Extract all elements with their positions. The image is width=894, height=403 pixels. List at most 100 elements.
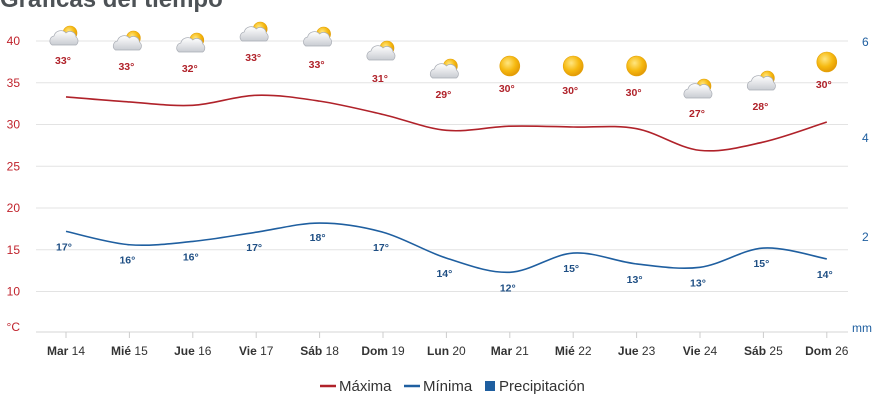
cloud-shape xyxy=(366,45,396,61)
sun-cloud-icon xyxy=(239,21,269,42)
data-label-maxima: 30° xyxy=(626,87,642,99)
x-tick-label: Vie 17 xyxy=(239,344,274,358)
series-lines xyxy=(65,94,828,274)
y-tick-left: 25 xyxy=(7,159,21,173)
y-tick-left: 30 xyxy=(7,118,21,132)
x-tick-date: 22 xyxy=(575,344,592,358)
x-tick-label: Vie 24 xyxy=(683,344,718,358)
data-label-minima: 17° xyxy=(56,241,72,253)
y-axis-left: 10 15 20 25 30 35 40 °C xyxy=(7,34,21,334)
data-label-maxima: 33° xyxy=(245,52,261,64)
x-tick-date: 15 xyxy=(131,344,148,358)
data-label-maxima: 31° xyxy=(372,73,388,85)
x-tick-date: 25 xyxy=(766,344,783,358)
sun-cloud-icon xyxy=(683,78,713,99)
legend-minima[interactable]: Mínima xyxy=(404,378,473,395)
sun-shape xyxy=(562,55,584,77)
y-tick-left: 10 xyxy=(7,285,21,299)
y-axis-left-unit: °C xyxy=(7,320,21,334)
sun-cloud-icon xyxy=(49,25,79,46)
x-tick-day: Vie xyxy=(239,344,257,358)
data-labels: 17° 16° 16° 17° 18° 17° 14° 12° 15° 13° 13° 15° 14° 3… xyxy=(55,52,833,294)
data-label-minima: 16° xyxy=(119,255,135,267)
cloud-shape xyxy=(239,26,269,42)
x-tick-label: Dom 19 xyxy=(361,344,405,358)
x-tick-label: Lun 20 xyxy=(427,344,466,358)
data-label-maxima: 33° xyxy=(118,61,134,73)
data-label-maxima: 30° xyxy=(562,85,578,97)
cloud-shape xyxy=(49,30,79,46)
data-label-minima: 12° xyxy=(500,282,516,294)
y-axis-right-unit: mm xyxy=(852,321,872,335)
x-tick-label: Mié 22 xyxy=(555,344,592,358)
sun-cloud-icon xyxy=(112,30,142,51)
data-label-minima: 15° xyxy=(753,258,769,270)
y-tick-right: 4 xyxy=(862,131,869,145)
sun-shape xyxy=(626,55,647,77)
x-tick-date: 20 xyxy=(449,344,466,358)
weather-icons xyxy=(49,21,838,99)
sun-shape xyxy=(816,51,838,73)
sun-icon xyxy=(626,55,647,77)
x-tick-date: 23 xyxy=(639,344,656,358)
x-tick-label: Mié 15 xyxy=(111,344,148,358)
x-tick-day: Jue xyxy=(174,344,195,358)
cloud-shape xyxy=(683,83,713,99)
sun-icon xyxy=(499,55,521,77)
sun-icon xyxy=(816,51,838,73)
x-tick-day: Mié xyxy=(555,344,575,358)
x-tick-label: Sáb 25 xyxy=(744,344,783,358)
data-label-minima: 16° xyxy=(183,251,199,263)
series-line-maxima xyxy=(65,94,828,152)
legend-label: Máxima xyxy=(339,378,392,395)
y-tick-left: 40 xyxy=(7,34,21,48)
x-tick-day: Mié xyxy=(111,344,131,358)
x-tick-day: Dom xyxy=(361,344,388,358)
x-axis: Mar 14 Mié 15 Jue 16 Vie 17 Sáb 18 Dom 19 Lun … xyxy=(47,332,849,358)
series-line-minima xyxy=(65,222,827,274)
data-label-minima: 13° xyxy=(627,274,643,286)
data-label-maxima: 27° xyxy=(689,108,705,120)
legend-label: Mínima xyxy=(423,378,473,395)
legend-maxima[interactable]: Máxima xyxy=(320,378,392,395)
data-label-minima: 18° xyxy=(310,232,326,244)
legend-label: Precipitación xyxy=(499,378,585,395)
x-tick-label: Sáb 18 xyxy=(300,344,339,358)
x-tick-day: Sáb xyxy=(744,344,766,358)
sun-cloud-icon xyxy=(429,58,459,79)
x-tick-day: Vie xyxy=(683,344,701,358)
cloud-shape xyxy=(303,31,332,47)
sun-cloud-icon xyxy=(303,26,332,47)
legend-precipitacion[interactable]: Precipitación xyxy=(485,378,585,395)
data-label-maxima: 30° xyxy=(816,79,832,91)
cloud-shape xyxy=(746,75,776,91)
x-tick-label: Mar 21 xyxy=(491,344,529,358)
data-label-maxima: 32° xyxy=(182,63,198,75)
x-tick-date: 26 xyxy=(832,344,849,358)
y-axis-right: 2 4 6 mm xyxy=(852,35,872,335)
sun-cloud-icon xyxy=(176,32,206,53)
cloud-shape xyxy=(112,35,142,51)
data-label-minima: 13° xyxy=(690,277,706,289)
x-tick-day: Sáb xyxy=(300,344,322,358)
y-tick-left: 35 xyxy=(7,76,21,90)
x-tick-label: Dom 26 xyxy=(805,344,849,358)
y-tick-left: 15 xyxy=(7,243,21,257)
data-label-maxima: 33° xyxy=(55,55,71,67)
data-label-maxima: 30° xyxy=(499,83,515,95)
x-tick-date: 24 xyxy=(701,344,718,358)
legend: Máxima Mínima Precipitación xyxy=(320,378,585,395)
x-tick-date: 21 xyxy=(512,344,529,358)
x-tick-date: 17 xyxy=(257,344,274,358)
data-label-minima: 15° xyxy=(563,263,579,275)
sun-cloud-icon xyxy=(366,40,396,61)
data-label-minima: 17° xyxy=(246,242,262,254)
cloud-shape xyxy=(429,63,459,79)
x-tick-label: Mar 14 xyxy=(47,344,85,358)
x-tick-day: Mar xyxy=(491,344,513,358)
data-label-minima: 14° xyxy=(817,269,833,281)
x-tick-date: 19 xyxy=(388,344,405,358)
x-tick-day: Mar xyxy=(47,344,69,358)
x-tick-date: 18 xyxy=(322,344,339,358)
